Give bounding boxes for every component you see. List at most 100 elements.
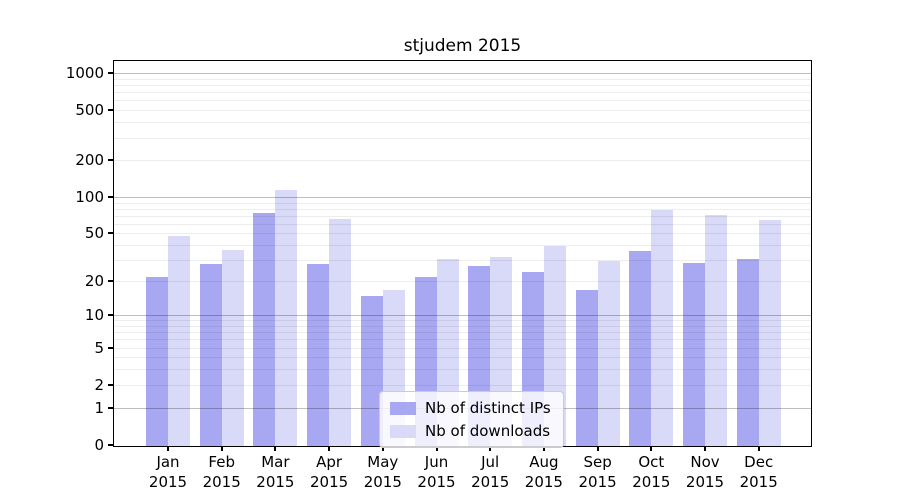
- gridline-minor: [114, 215, 811, 217]
- x-axis-tick-label: Jul 2015: [471, 453, 510, 491]
- gridline-minor: [114, 357, 811, 358]
- gridline-major: [114, 73, 811, 74]
- gridline-minor: [114, 332, 811, 333]
- x-axis-tick-label: May 2015: [363, 453, 402, 491]
- bar-downloads: [597, 260, 620, 446]
- gridline-minor: [114, 84, 811, 86]
- bar-downloads: [168, 236, 190, 446]
- gridline-minor: [114, 259, 811, 261]
- gridline-minor: [114, 281, 811, 282]
- x-axis-tick-mark: [220, 446, 223, 451]
- y-axis-tick-label: 500: [75, 101, 104, 119]
- legend-entry-distinct-ips: Nb of distinct IPs: [390, 399, 551, 417]
- legend: Nb of distinct IPs Nb of downloads: [379, 391, 564, 448]
- gridline-minor: [114, 339, 811, 341]
- gridline-minor: [114, 244, 811, 246]
- gridline-minor: [114, 320, 811, 321]
- x-axis-tick-mark: [381, 446, 384, 451]
- x-axis-tick-mark: [328, 446, 331, 451]
- bar-distinct-ips: [736, 259, 759, 446]
- legend-label-downloads: Nb of downloads: [425, 422, 551, 440]
- y-axis-tick-label: 10: [84, 306, 104, 324]
- gridline-minor: [114, 92, 811, 93]
- y-axis-tick-mark: [108, 232, 114, 234]
- y-axis-tick-label: 2: [94, 376, 104, 394]
- x-axis-tick-label: Dec 2015: [739, 453, 778, 491]
- x-axis-tick-label: Jun 2015: [417, 453, 456, 491]
- bar-distinct-ips: [307, 264, 330, 446]
- gridline-minor: [114, 385, 811, 386]
- bar-distinct-ips: [253, 212, 276, 446]
- x-axis-tick-label: Aug 2015: [524, 453, 563, 491]
- y-axis-tick-label: 20: [84, 272, 104, 290]
- x-axis-tick-mark: [167, 446, 169, 451]
- y-axis-tick-mark: [108, 159, 114, 161]
- y-axis-tick-label: 50: [84, 224, 104, 242]
- x-axis-tick-mark: [489, 446, 492, 451]
- x-axis-tick-label: Nov 2015: [685, 453, 725, 491]
- y-axis-tick-mark: [108, 444, 114, 446]
- bar-downloads: [275, 189, 298, 446]
- y-axis-tick-mark: [108, 407, 114, 409]
- gridline-minor: [114, 208, 811, 210]
- gridline-minor: [114, 325, 811, 327]
- bar-distinct-ips: [199, 264, 222, 446]
- gridline-minor: [114, 110, 811, 111]
- x-axis-tick-mark: [757, 446, 760, 451]
- x-axis-tick-label: Apr 2015: [310, 453, 349, 491]
- legend-label-distinct-ips: Nb of distinct IPs: [425, 399, 551, 417]
- legend-swatch-downloads: [390, 424, 416, 438]
- x-axis-tick-label: Jan 2015: [148, 453, 188, 491]
- bar-downloads: [329, 218, 352, 446]
- gridline-minor: [114, 160, 811, 161]
- gridline-minor: [114, 122, 811, 124]
- gridline-minor: [114, 223, 811, 225]
- y-axis-tick-label: 5: [94, 339, 104, 357]
- gridline-minor: [114, 348, 811, 349]
- gridline-minor: [114, 202, 811, 204]
- x-axis-tick-mark: [542, 446, 545, 451]
- gridline-major: [114, 197, 811, 198]
- x-axis-tick-mark: [596, 446, 599, 451]
- y-axis-tick-mark: [108, 109, 114, 111]
- bar-downloads: [651, 209, 674, 446]
- x-axis-tick-label: Sep 2015: [578, 453, 617, 491]
- y-axis-tick-label: 100: [75, 188, 104, 206]
- y-axis-tick-mark: [108, 314, 114, 316]
- y-axis-tick-mark: [108, 347, 114, 349]
- y-axis-tick-mark: [108, 384, 114, 386]
- legend-swatch-distinct-ips: [390, 401, 416, 415]
- gridline-minor: [114, 100, 811, 102]
- bar-distinct-ips: [683, 262, 705, 446]
- gridline-major: [114, 315, 811, 316]
- bar-distinct-ips: [629, 251, 652, 446]
- y-axis-tick-mark: [108, 280, 114, 282]
- y-axis-tick-mark: [108, 196, 114, 198]
- bar-downloads: [758, 219, 781, 446]
- y-axis-tick-label: 1000: [65, 64, 104, 82]
- bar-distinct-ips: [360, 296, 383, 446]
- x-axis-tick-label: Feb 2015: [202, 453, 241, 491]
- x-axis-tick-mark: [274, 446, 277, 451]
- x-axis-tick-mark: [435, 446, 438, 451]
- x-axis-tick-mark: [650, 446, 653, 451]
- bar-downloads: [221, 249, 244, 446]
- bar-distinct-ips: [146, 277, 168, 446]
- y-axis-tick-mark: [108, 72, 114, 74]
- bar-distinct-ips: [575, 290, 598, 446]
- plot-area: Nb of distinct IPs Nb of downloads: [113, 60, 812, 448]
- x-axis-tick-label: Mar 2015: [256, 453, 295, 491]
- gridline-minor: [114, 368, 811, 370]
- gridline-minor: [114, 137, 811, 139]
- gridline-minor: [114, 78, 811, 80]
- y-axis-tick-label: 1: [94, 399, 104, 417]
- chart-title: stjudem 2015: [403, 36, 522, 56]
- bar-downloads: [705, 215, 727, 446]
- gridline-minor: [114, 233, 811, 234]
- x-axis-tick-label: Oct 2015: [632, 453, 671, 491]
- legend-entry-downloads: Nb of downloads: [390, 422, 551, 440]
- y-axis-tick-label: 200: [75, 151, 104, 169]
- y-axis-tick-label: 0: [94, 436, 104, 454]
- x-axis-tick-mark: [704, 446, 706, 451]
